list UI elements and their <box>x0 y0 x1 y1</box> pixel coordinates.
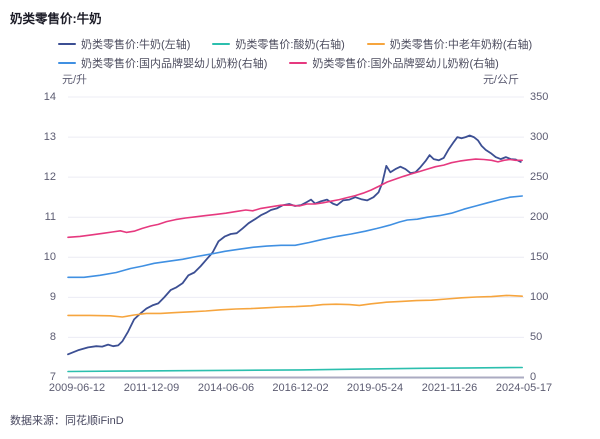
y-axis-left-tick-label: 13 <box>43 130 56 143</box>
x-axis-tick-label: 2016-12-02 <box>272 382 329 394</box>
series-line-2 <box>67 294 524 318</box>
y-axis-left-tick-label: 10 <box>43 250 56 263</box>
x-axis-tick-label: 2011-12-09 <box>123 382 180 394</box>
legend-item-2[interactable]: 奶类零售价:中老年奶粉(右轴) <box>366 36 533 52</box>
legend-label: 奶类零售价:国外品牌婴幼儿奶粉(右轴) <box>312 58 499 70</box>
legend-label: 奶类零售价:国内品牌婴幼儿奶粉(右轴) <box>81 58 268 70</box>
y-axis-left-tick-label: 12 <box>43 170 56 183</box>
y-axis-right-tick-label: 150 <box>530 250 549 263</box>
y-axis-right-tick-label: 0 <box>530 371 537 383</box>
legend-line-marker-0 <box>58 42 76 46</box>
legend-line-marker-4 <box>289 61 308 65</box>
data-source-note: 数据来源：同花顺iFinD <box>10 415 124 427</box>
y-axis-left-tick-label: 8 <box>49 330 56 343</box>
y-axis-right-tick-label: 50 <box>530 330 543 343</box>
x-axis-tick-label: 2014-06-06 <box>197 382 255 394</box>
legend-label: 奶类零售价:酸奶(右轴) <box>235 39 345 51</box>
right-axis-unit-label: 元/公斤 <box>482 74 519 86</box>
legend-row: 奶类零售价:国内品牌婴幼儿奶粉(右轴) 奶类零售价:国外品牌婴幼儿奶粉(右轴) <box>58 55 532 71</box>
series-line-4 <box>67 158 524 239</box>
y-axis-left-tick-label: 11 <box>44 210 56 223</box>
x-axis-tick-label: 2024-05-17 <box>495 382 553 394</box>
legend-item-3[interactable]: 奶类零售价:国内品牌婴幼儿奶粉(右轴) <box>58 55 267 71</box>
legend-label: 奶类零售价:牛奶(左轴) <box>81 39 191 51</box>
y-axis-left-tick-label: 9 <box>49 290 56 303</box>
series-line-0 <box>67 134 522 356</box>
series-line-3 <box>67 195 524 279</box>
x-axis-tick-label: 2021-11-26 <box>421 382 478 394</box>
y-axis-right-tick-label: 200 <box>530 210 549 223</box>
series-line-1 <box>67 366 524 373</box>
y-axis-right-tick-label: 250 <box>530 170 549 183</box>
legend-row: 奶类零售价:牛奶(左轴) 奶类零售价:酸奶(右轴) 奶类零售价:中老年奶粉(右轴) <box>58 36 532 52</box>
legend-item-4[interactable]: 奶类零售价:国外品牌婴幼儿奶粉(右轴) <box>289 55 499 71</box>
y-axis-right-tick-label: 100 <box>530 290 549 303</box>
left-axis-unit-label: 元/升 <box>62 74 88 86</box>
legend-label: 奶类零售价:中老年奶粉(右轴) <box>389 39 533 51</box>
legend: 奶类零售价:牛奶(左轴) 奶类零售价:酸奶(右轴) 奶类零售价:中老年奶粉(右轴) 奶… <box>58 36 532 71</box>
x-axis-tick-label: 2019-05-24 <box>346 382 404 394</box>
chart-title: 奶类零售价:牛奶 <box>10 12 102 26</box>
x-axis-tick-label: 2009-06-12 <box>48 382 106 394</box>
legend-line-marker-2 <box>366 42 385 46</box>
legend-item-0[interactable]: 奶类零售价:牛奶(左轴) <box>58 36 190 52</box>
legend-line-marker-3 <box>58 61 76 65</box>
y-axis-left-tick-label: 14 <box>43 90 56 103</box>
legend-line-marker-1 <box>212 42 231 46</box>
legend-item-1[interactable]: 奶类零售价:酸奶(右轴) <box>212 36 345 52</box>
y-axis-left-tick-label: 7 <box>49 371 56 383</box>
y-axis-right-tick-label: 350 <box>530 90 549 103</box>
y-axis-right-tick-label: 300 <box>530 130 549 143</box>
